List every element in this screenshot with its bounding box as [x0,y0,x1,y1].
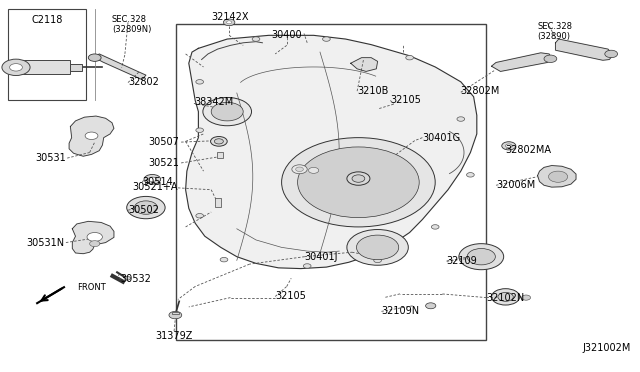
Circle shape [196,80,204,84]
Text: 32142X: 32142X [212,12,249,22]
Circle shape [605,50,618,58]
Circle shape [124,276,131,280]
Circle shape [2,59,30,76]
Circle shape [196,128,204,132]
Text: 30514: 30514 [142,177,173,186]
Text: 32802MA: 32802MA [506,145,552,154]
Bar [217,152,223,158]
Text: (32809N): (32809N) [112,25,152,34]
Text: 32802M: 32802M [461,86,500,96]
Circle shape [522,295,531,300]
Text: 32109N: 32109N [381,307,420,316]
Text: 30531: 30531 [35,153,66,163]
Polygon shape [95,54,146,80]
Circle shape [220,257,228,262]
Polygon shape [492,53,552,71]
Circle shape [308,167,319,173]
Circle shape [352,175,365,182]
Circle shape [227,21,232,24]
Text: 30521: 30521 [148,158,179,168]
Circle shape [347,230,408,265]
Circle shape [492,289,520,305]
Text: 30531N: 30531N [26,238,64,247]
Circle shape [144,174,161,184]
Text: 30532: 30532 [120,274,151,284]
Text: SEC.328: SEC.328 [112,15,147,24]
Circle shape [127,196,165,219]
Text: 32109: 32109 [447,256,477,266]
Circle shape [85,132,98,140]
Polygon shape [538,166,576,187]
Circle shape [544,55,557,62]
Bar [172,312,179,314]
Text: 30521+A: 30521+A [132,182,178,192]
Circle shape [87,232,102,241]
Circle shape [10,64,22,71]
Circle shape [506,144,512,148]
Text: J321002M: J321002M [582,343,630,353]
Polygon shape [69,116,114,156]
Circle shape [88,54,101,61]
Text: (32890): (32890) [538,32,571,41]
Circle shape [148,177,156,182]
Circle shape [323,37,330,41]
Polygon shape [72,221,114,254]
Circle shape [548,171,568,182]
Text: 30502: 30502 [128,205,159,215]
Circle shape [303,264,311,268]
Text: 3210B: 3210B [357,86,388,96]
Circle shape [196,214,204,218]
Circle shape [296,167,303,171]
Circle shape [169,311,182,319]
Circle shape [292,165,307,174]
Circle shape [467,248,495,265]
Circle shape [214,139,223,144]
Text: 30401J: 30401J [305,252,338,262]
Circle shape [374,258,381,263]
Bar [176,24,486,340]
Polygon shape [351,58,378,71]
Circle shape [211,102,243,121]
Text: 32105: 32105 [390,96,421,105]
Text: 32105: 32105 [275,292,306,301]
Text: 32102N: 32102N [486,293,525,302]
Circle shape [457,117,465,121]
Circle shape [203,97,252,126]
Circle shape [498,292,513,301]
Text: C2118: C2118 [31,15,63,25]
Text: SEC.328: SEC.328 [538,22,573,31]
Polygon shape [556,39,613,60]
Bar [70,64,82,71]
Circle shape [467,173,474,177]
Circle shape [426,303,436,309]
Circle shape [406,55,413,60]
Text: FRONT: FRONT [77,283,106,292]
Circle shape [298,147,419,218]
Text: 38342M: 38342M [194,97,233,107]
Text: 30401G: 30401G [422,133,461,142]
Circle shape [223,19,235,26]
Text: 30507: 30507 [148,137,179,147]
Circle shape [356,235,399,260]
Bar [16,60,70,74]
Circle shape [252,37,260,41]
Circle shape [347,172,370,185]
Polygon shape [186,35,477,269]
Bar [215,198,221,207]
Circle shape [459,244,504,270]
Text: 30400: 30400 [271,30,302,40]
Circle shape [211,137,227,146]
Text: 32006M: 32006M [496,180,535,190]
Text: 31379Z: 31379Z [156,331,193,341]
Circle shape [502,142,516,150]
Circle shape [282,138,435,227]
Circle shape [431,225,439,229]
Circle shape [134,201,157,214]
Text: 32802: 32802 [128,77,159,87]
Bar [8,9,86,100]
Circle shape [90,241,100,247]
